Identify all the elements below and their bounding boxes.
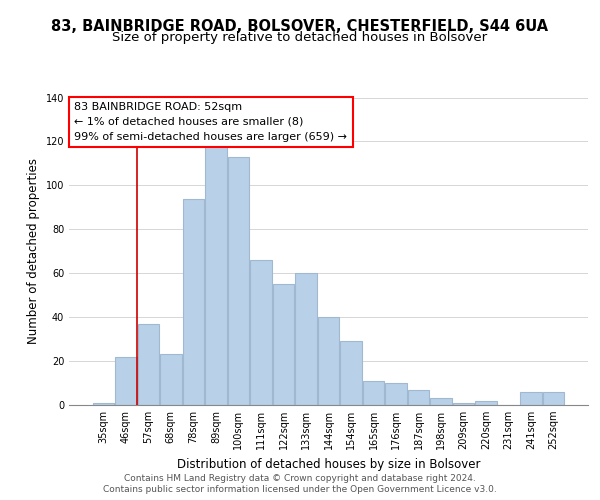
Y-axis label: Number of detached properties: Number of detached properties xyxy=(27,158,40,344)
Bar xyxy=(137,324,159,405)
Text: Contains public sector information licensed under the Open Government Licence v3: Contains public sector information licen… xyxy=(103,485,497,494)
Bar xyxy=(318,317,339,405)
Bar xyxy=(475,400,497,405)
Bar xyxy=(340,342,362,405)
Bar xyxy=(363,381,384,405)
X-axis label: Distribution of detached houses by size in Bolsover: Distribution of detached houses by size … xyxy=(177,458,480,470)
Bar xyxy=(182,198,204,405)
Bar xyxy=(273,284,294,405)
Bar xyxy=(205,146,227,405)
Bar xyxy=(295,273,317,405)
Bar xyxy=(408,390,429,405)
Bar xyxy=(520,392,542,405)
Bar xyxy=(543,392,565,405)
Bar xyxy=(92,403,114,405)
Bar xyxy=(160,354,182,405)
Text: 83, BAINBRIDGE ROAD, BOLSOVER, CHESTERFIELD, S44 6UA: 83, BAINBRIDGE ROAD, BOLSOVER, CHESTERFI… xyxy=(52,19,548,34)
Text: Contains HM Land Registry data © Crown copyright and database right 2024.: Contains HM Land Registry data © Crown c… xyxy=(124,474,476,483)
Bar xyxy=(453,403,475,405)
Text: 83 BAINBRIDGE ROAD: 52sqm
← 1% of detached houses are smaller (8)
99% of semi-de: 83 BAINBRIDGE ROAD: 52sqm ← 1% of detach… xyxy=(74,102,347,142)
Bar xyxy=(250,260,272,405)
Bar xyxy=(115,356,137,405)
Text: Size of property relative to detached houses in Bolsover: Size of property relative to detached ho… xyxy=(112,31,488,44)
Bar xyxy=(385,383,407,405)
Bar xyxy=(430,398,452,405)
Bar xyxy=(228,157,249,405)
